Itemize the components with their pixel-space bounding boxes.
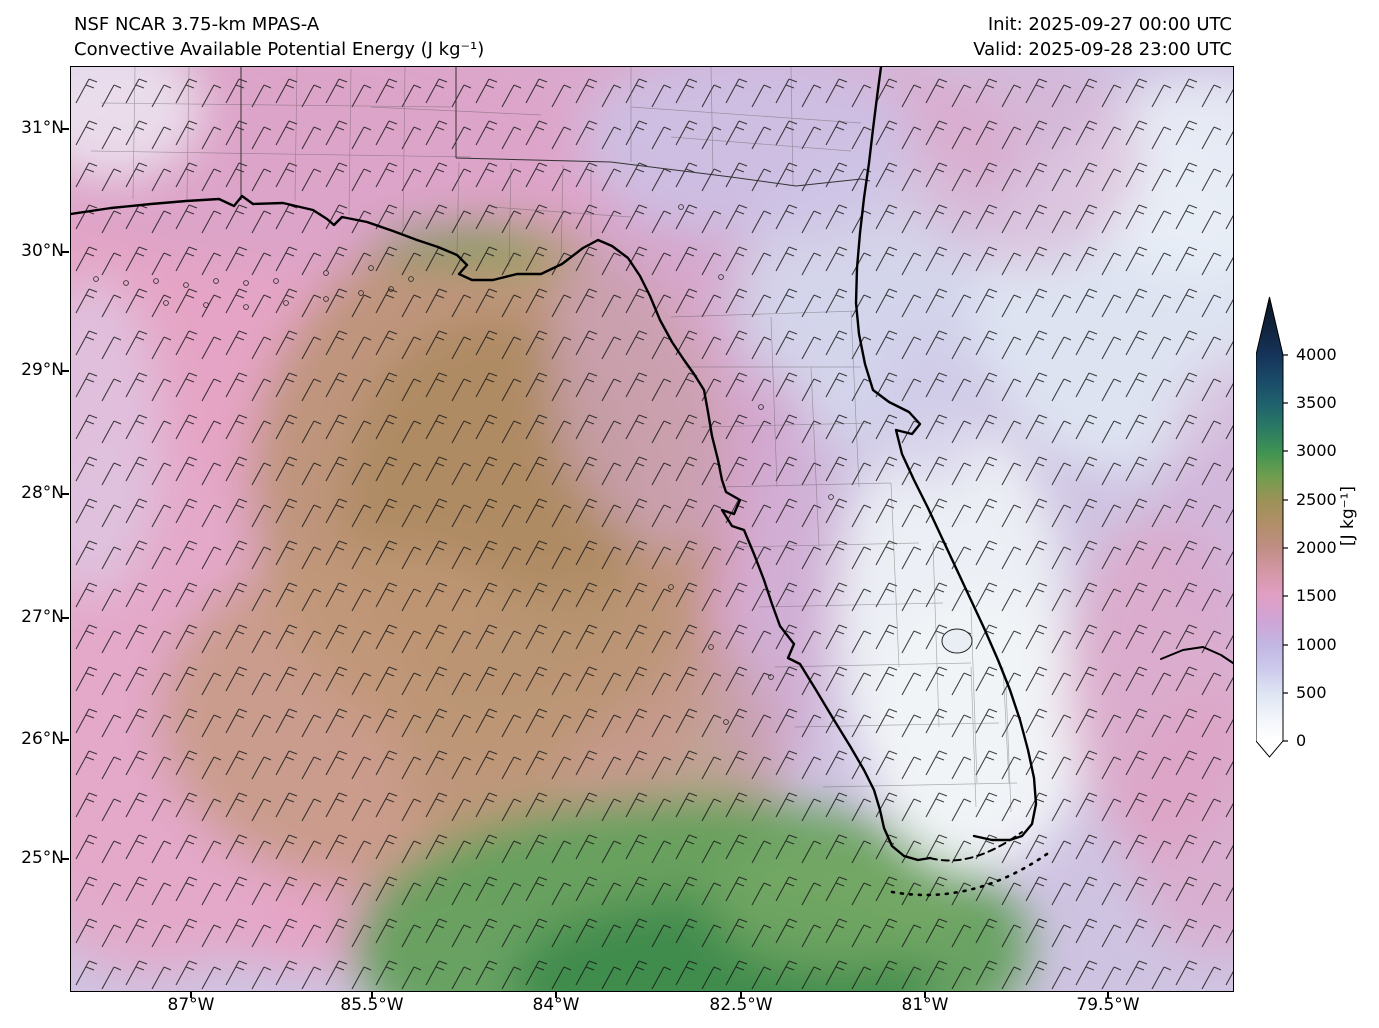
- colorbar-tick-label: 3000: [1296, 441, 1337, 460]
- colorbar-tick-label: 2500: [1296, 490, 1337, 509]
- y-axis-tick-label: 29°N: [21, 360, 64, 380]
- x-axis-tick-label: 81°W: [901, 995, 949, 1015]
- florida-keys-dotted: [890, 852, 1049, 897]
- atlantic-coastline: [854, 67, 1038, 842]
- x-axis-tick-mark: [924, 991, 926, 998]
- x-axis-tick-label: 84°W: [532, 995, 580, 1015]
- y-axis-tick-label: 30°N: [21, 241, 64, 261]
- valid-time-label: Valid: 2025-09-28 23:00 UTC: [973, 39, 1232, 60]
- map-panel: [70, 66, 1234, 992]
- y-axis-tick-label: 26°N: [21, 729, 64, 749]
- colorbar: [1256, 296, 1288, 758]
- x-axis-tick-label: 87°W: [167, 995, 215, 1015]
- x-axis-tick-mark: [371, 991, 373, 998]
- variable-title: Convective Available Potential Energy (J…: [74, 39, 485, 60]
- x-axis-tick-mark: [190, 991, 192, 998]
- y-axis-tick-mark: [62, 858, 69, 860]
- lake-okeechobee: [941, 628, 973, 654]
- colorbar-tick-label: 0: [1296, 731, 1307, 750]
- colorbar-gradient-bar: [1256, 296, 1284, 758]
- florida-bay-dashed: [929, 831, 1023, 862]
- y-axis-tick-label: 27°N: [21, 607, 64, 627]
- gulf-coastline: [71, 194, 932, 862]
- y-axis-tick-mark: [62, 739, 69, 741]
- station-circle-markers: [93, 204, 834, 725]
- colorbar-tick-label: 500: [1296, 683, 1327, 702]
- colorbar-unit-label: [J kg⁻¹]: [1338, 485, 1358, 547]
- colorbar-tick-label: 1000: [1296, 635, 1337, 654]
- map-canvas: [71, 67, 1233, 991]
- x-axis-tick-label: 79.5°W: [1076, 995, 1140, 1015]
- y-axis-tick-mark: [62, 128, 69, 130]
- colorbar-tick-label: 2000: [1296, 538, 1337, 557]
- y-axis-tick-mark: [62, 493, 69, 495]
- colorbar-tick-marks: [1283, 354, 1288, 742]
- model-title: NSF NCAR 3.75-km MPAS-A: [74, 14, 320, 35]
- y-axis-tick-label: 28°N: [21, 483, 64, 503]
- plot-titles: NSF NCAR 3.75-km MPAS-A Convective Avail…: [74, 12, 484, 62]
- y-axis-tick-label: 31°N: [21, 118, 64, 138]
- x-axis-tick-label: 85.5°W: [340, 995, 404, 1015]
- y-axis-tick-label: 25°N: [21, 848, 64, 868]
- x-axis-tick-label: 82.5°W: [709, 995, 773, 1015]
- bahama-bank-coast: [1160, 646, 1233, 664]
- colorbar-tick-label: 3500: [1296, 393, 1337, 412]
- x-axis-tick-mark: [555, 991, 557, 998]
- state-boundaries: [240, 67, 871, 200]
- y-axis-tick-mark: [62, 617, 69, 619]
- y-axis-tick-mark: [62, 251, 69, 253]
- coastlines: [71, 67, 1233, 897]
- init-time-label: Init: 2025-09-27 00:00 UTC: [987, 14, 1232, 35]
- x-axis-tick-mark: [1107, 991, 1109, 998]
- x-axis-tick-mark: [740, 991, 742, 998]
- county-boundaries: [90, 67, 1018, 813]
- wind-barbs-layer: [71, 67, 1233, 991]
- y-axis-tick-mark: [62, 370, 69, 372]
- run-time-labels: Init: 2025-09-27 00:00 UTC Valid: 2025-0…: [973, 12, 1232, 62]
- colorbar-tick-label: 4000: [1296, 345, 1337, 364]
- colorbar-tick-label: 1500: [1296, 586, 1337, 605]
